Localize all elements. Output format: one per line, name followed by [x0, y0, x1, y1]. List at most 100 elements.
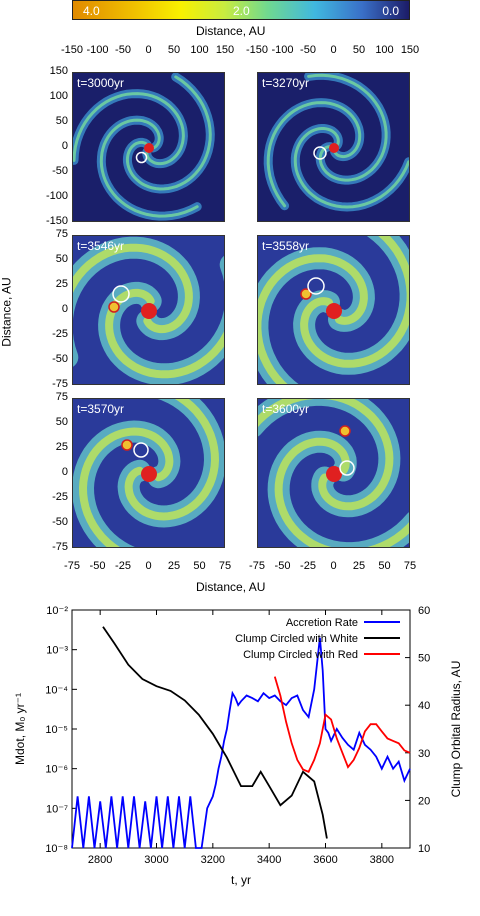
x-axis-label: t, yr — [231, 873, 251, 887]
top-tick: 0 — [145, 44, 152, 56]
bottom-tick: 75 — [218, 560, 232, 572]
top-tick: -150 — [60, 44, 84, 56]
legend-label: Clump Circled with Red — [243, 649, 358, 661]
left-tick: 150 — [49, 65, 68, 77]
top-tick: 150 — [400, 44, 420, 56]
legend-label: Accretion Rate — [286, 617, 358, 629]
panel-1: t=3000yr — [72, 72, 225, 222]
y-tick-label: 10⁻³ — [46, 645, 68, 657]
bottom-tick: -50 — [274, 560, 291, 572]
legend-label: Clump Circled with White — [235, 633, 358, 645]
bottom-tick: -25 — [115, 560, 131, 572]
x-tick-label: 3400 — [257, 854, 281, 866]
spiral-arm — [125, 75, 212, 191]
y2-tick-label: 10 — [418, 843, 430, 855]
top-tick: -100 — [86, 44, 109, 56]
central-star — [326, 466, 342, 482]
bottom-tick: 0 — [145, 560, 152, 572]
panel-time-label: t=3270yr — [262, 76, 310, 90]
x-tick-label: 3000 — [144, 854, 168, 866]
x-tick-label: 3800 — [370, 854, 394, 866]
spiral-arm — [266, 101, 362, 208]
top-axis-label: Distance, AU — [196, 24, 266, 38]
panel-time-label: t=3570yr — [77, 402, 125, 416]
y-tick-label: 10⁻⁸ — [45, 843, 68, 855]
white-circled-clump — [313, 146, 327, 160]
top-tick: -150 — [245, 44, 269, 56]
left-tick: 75 — [55, 391, 68, 403]
spiral-arm — [105, 288, 224, 379]
y-tick-label: 10⁻² — [46, 605, 68, 617]
accretion-chart: 2800 3000 3200 3400 3600 3800 10⁻² 10⁻³ 10⁻⁴ 10⁻⁵… — [13, 605, 463, 887]
spiral-arm — [307, 73, 388, 182]
left-tick: 0 — [61, 140, 68, 152]
x-tick-label: 3600 — [313, 854, 337, 866]
bottom-tick: 25 — [352, 560, 366, 572]
bottom-tick: 0 — [330, 560, 337, 572]
x-tick-label: 2800 — [88, 854, 112, 866]
spiral-arm — [99, 118, 199, 218]
y-tick-label: 10⁻⁵ — [45, 724, 68, 736]
central-star — [326, 303, 342, 319]
red-circled-clump — [339, 425, 351, 437]
panel-5: t=3570yr — [72, 398, 225, 548]
bottom-tick: -50 — [89, 560, 106, 572]
panel-time-label: t=3546yr — [77, 239, 125, 253]
spiral-arm — [73, 243, 193, 334]
spiral-arm — [258, 254, 368, 384]
left-tick: -50 — [52, 353, 68, 365]
central-star — [329, 143, 339, 153]
spiral-arm — [73, 92, 185, 166]
y2-tick-label: 50 — [418, 653, 430, 665]
spiral-arm — [293, 127, 409, 209]
top-tick: -50 — [115, 44, 131, 56]
panel-3: t=3546yr — [72, 235, 225, 385]
white-circled-clump — [339, 460, 355, 476]
spiral-arm — [274, 437, 409, 547]
series-line — [273, 676, 411, 773]
y2-tick-label: 30 — [418, 748, 430, 760]
left-axis-label: Distance, AU — [0, 277, 14, 347]
left-tick: 25 — [55, 441, 68, 453]
left-tick: -75 — [52, 541, 68, 553]
panel-4: t=3558yr — [257, 235, 410, 385]
red-circled-clump — [121, 439, 133, 451]
spiral-arm — [124, 399, 220, 521]
colorbar-label-min: 0.0 — [382, 4, 399, 18]
left-tick: -100 — [45, 190, 68, 202]
spiral-arm — [78, 427, 174, 547]
panel-2: t=3270yr — [257, 72, 410, 222]
plot-frame — [71, 609, 411, 849]
left-tick: 50 — [55, 253, 68, 265]
bottom-tick: 25 — [167, 560, 181, 572]
y2-tick-label: 60 — [418, 605, 430, 617]
bottom-tick: -75 — [249, 560, 265, 572]
white-circled-clump — [112, 285, 130, 303]
y-tick-label: 10⁻⁶ — [45, 764, 68, 776]
colorbar-label-max: 4.0 — [83, 4, 100, 18]
panel-6: t=3600yr — [257, 398, 410, 548]
left-tick: -25 — [52, 328, 68, 340]
left-tick: 75 — [55, 228, 68, 240]
central-star — [141, 303, 157, 319]
left-tick: -75 — [52, 378, 68, 390]
white-circled-clump — [133, 442, 149, 458]
left-tick: 100 — [49, 90, 68, 102]
panel-time-label: t=3600yr — [262, 402, 310, 416]
colorbar-label-mid: 2.0 — [233, 4, 250, 18]
red-circled-clump — [300, 288, 312, 300]
left-tick: -25 — [52, 491, 68, 503]
central-star — [144, 143, 154, 153]
left-tick: 25 — [55, 278, 68, 290]
y-axis-label: Mdot, M₀ yr⁻¹ — [13, 693, 27, 765]
y2-tick-label: 40 — [418, 700, 430, 712]
red-circled-clump — [108, 301, 120, 313]
panel-time-label: t=3558yr — [262, 239, 310, 253]
top-tick: -50 — [300, 44, 316, 56]
bottom-tick: -25 — [300, 560, 316, 572]
spiral-arm — [300, 236, 409, 368]
bottom-tick: 50 — [193, 560, 206, 572]
x-tick-label: 3200 — [201, 854, 225, 866]
top-tick: 100 — [190, 44, 209, 56]
top-tick: -100 — [271, 44, 294, 56]
